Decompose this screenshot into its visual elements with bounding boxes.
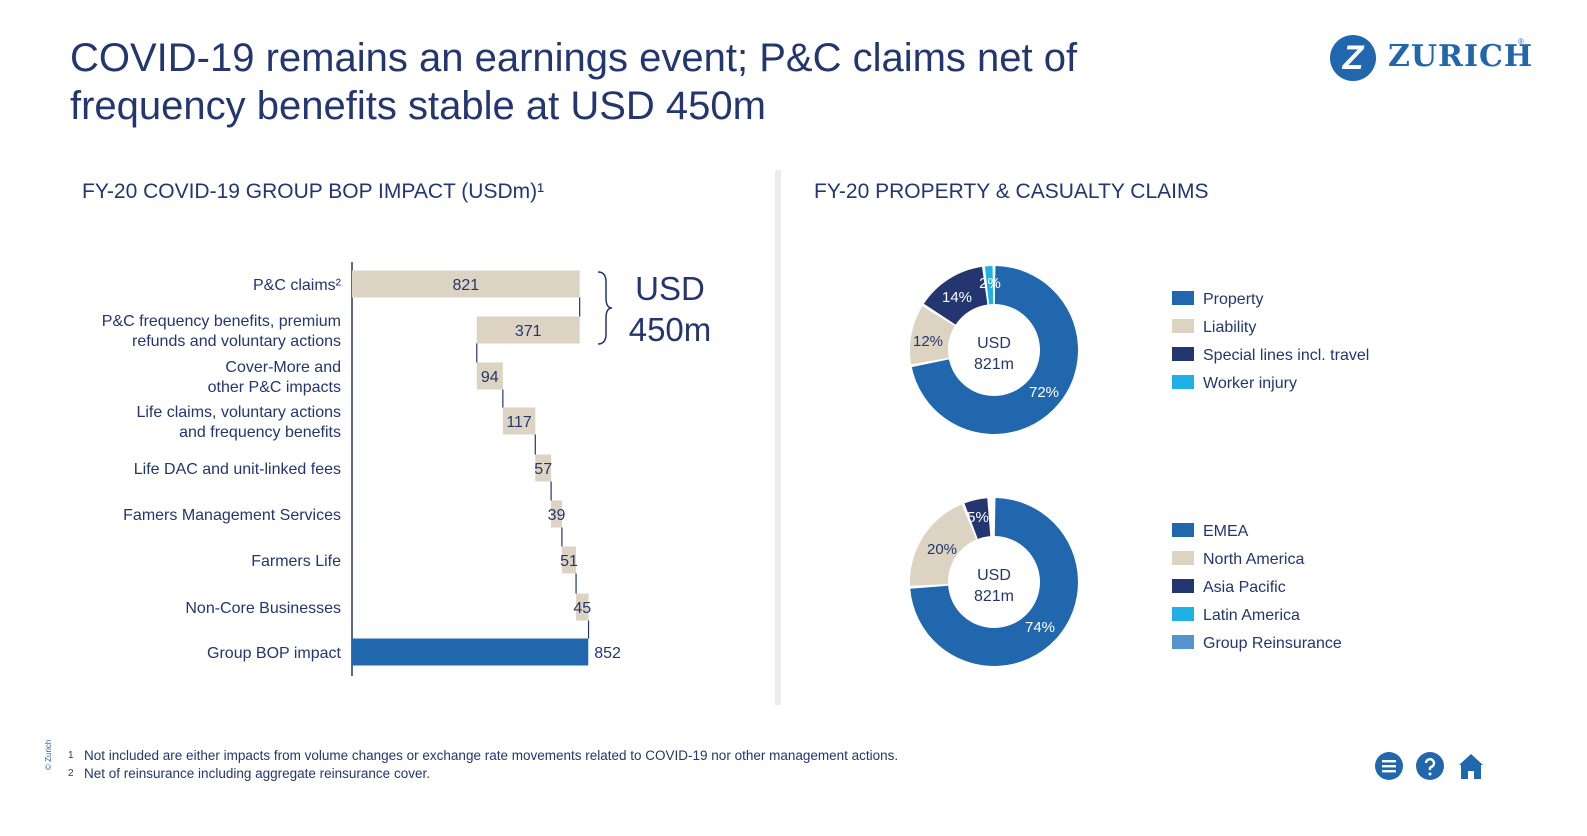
- legend-swatch: [1172, 607, 1194, 621]
- donut-slice: [911, 266, 1078, 434]
- legend-label: North America: [1203, 551, 1304, 568]
- legend-label: Liability: [1203, 319, 1256, 336]
- slice-label: 72%: [1029, 384, 1059, 401]
- bar: [576, 593, 589, 621]
- footnotes: 1 Not included are either impacts from v…: [68, 747, 898, 783]
- bar: [352, 638, 589, 666]
- menu-icon[interactable]: [1374, 751, 1404, 781]
- zurich-logo-icon: Z: [1330, 35, 1376, 81]
- value-label: 852: [594, 645, 621, 662]
- slice-label: 74%: [1025, 619, 1055, 636]
- category-label: Non-Core Businesses: [185, 600, 341, 617]
- category-label: Cover-More and: [225, 359, 341, 376]
- copyright: © Zurich: [44, 739, 53, 770]
- value-label: 51: [560, 553, 578, 570]
- bar: [502, 407, 536, 435]
- value-label: 57: [534, 461, 552, 478]
- legend-label: Worker injury: [1203, 375, 1297, 392]
- navigation-icons: [1374, 751, 1486, 781]
- footnote-2: 2 Net of reinsurance including aggregate…: [68, 765, 898, 783]
- legend-label: Latin America: [1203, 607, 1300, 624]
- legend-label: Property: [1203, 291, 1263, 308]
- legend-swatch: [1172, 635, 1194, 649]
- bar: [551, 500, 562, 528]
- footnote-text: Net of reinsurance including aggregate r…: [84, 766, 430, 781]
- help-icon[interactable]: [1415, 751, 1445, 781]
- bar: [352, 270, 580, 298]
- footnote-number: 2: [68, 768, 74, 779]
- value-label: 371: [515, 323, 542, 340]
- waterfall-chart: 821 P&C claims² 371 P&C frequency benefits,…: [102, 262, 712, 676]
- home-icon[interactable]: [1456, 751, 1486, 781]
- legend-swatch: [1172, 523, 1194, 537]
- footnote-number: 1: [68, 750, 74, 761]
- legend-label: Asia Pacific: [1203, 579, 1286, 596]
- waterfall-chart-title: FY-20 COVID-19 GROUP BOP IMPACT (USDm)¹: [82, 180, 545, 203]
- category-label: Life claims, voluntary actions: [136, 404, 341, 421]
- value-label: 39: [548, 507, 566, 524]
- donut-center-label: USD: [977, 335, 1011, 352]
- slice-label: 14%: [942, 289, 972, 306]
- donut-center-label: 821m: [974, 356, 1014, 373]
- value-label: 117: [506, 414, 532, 431]
- bracket-label: 450m: [629, 311, 712, 348]
- bar: [535, 454, 552, 482]
- category-label: Famers Management Services: [123, 507, 341, 524]
- category-label: other P&C impacts: [208, 379, 341, 396]
- zurich-logo: Z ZURICH ®: [1330, 33, 1534, 83]
- category-label: and frequency benefits: [179, 424, 341, 441]
- category-label: Group BOP impact: [207, 645, 342, 662]
- donut-slice: [923, 266, 988, 325]
- bracket-label: USD: [635, 270, 705, 307]
- legend-swatch: [1172, 375, 1194, 389]
- slice-label: 5%: [967, 509, 989, 526]
- legend-swatch: [1172, 579, 1194, 593]
- donut-center-label: USD: [977, 567, 1011, 584]
- legend-label: EMEA: [1203, 523, 1249, 540]
- legend-swatch: [1172, 319, 1194, 333]
- registered-mark: ®: [1518, 37, 1524, 46]
- slice-label: 12%: [913, 333, 943, 350]
- page-title: COVID-19 remains an earnings event; P&C …: [70, 36, 1078, 128]
- legend-swatch: [1172, 347, 1194, 361]
- category-label: refunds and voluntary actions: [132, 333, 341, 350]
- category-label: P&C frequency benefits, premium: [102, 313, 341, 330]
- donut-chart-claim-type: 72% 12% 14% 2% USD 821m Property Liability Speci…: [910, 266, 1369, 434]
- legend-swatch: [1172, 551, 1194, 565]
- slice-label: 20%: [927, 541, 957, 558]
- pc-claims-title: FY-20 PROPERTY & CASUALTY CLAIMS: [814, 180, 1209, 203]
- value-label: 45: [573, 600, 591, 617]
- legend-label: Special lines incl. travel: [1203, 347, 1369, 364]
- bar: [561, 546, 577, 574]
- donut-center-label: 821m: [974, 588, 1014, 605]
- zurich-logo-text: ZURICH: [1388, 39, 1534, 74]
- category-label: P&C claims²: [253, 277, 342, 294]
- value-label: 821: [452, 277, 479, 294]
- category-label: Farmers Life: [251, 553, 341, 570]
- legend-swatch: [1172, 291, 1194, 305]
- slice-label: 2%: [979, 275, 1001, 292]
- bar: [476, 362, 503, 390]
- legend-label: Group Reinsurance: [1203, 635, 1342, 652]
- donut-slice: [910, 498, 1078, 666]
- footnote-text: Not included are either impacts from vol…: [84, 748, 899, 763]
- bar: [476, 316, 580, 344]
- donut-chart-region: 74% 20% 5% USD 821m EMEA North America Asia Pac…: [910, 498, 1342, 666]
- donut-slice: [964, 498, 991, 539]
- category-label: Life DAC and unit-linked fees: [134, 461, 341, 478]
- donut-slice: [910, 306, 955, 365]
- value-label: 94: [481, 369, 499, 386]
- donut-slice: [984, 266, 994, 305]
- bracket: [597, 271, 613, 345]
- footnote-1: 1 Not included are either impacts from v…: [68, 747, 898, 765]
- section-divider: [775, 170, 781, 705]
- donut-slice: [910, 504, 977, 586]
